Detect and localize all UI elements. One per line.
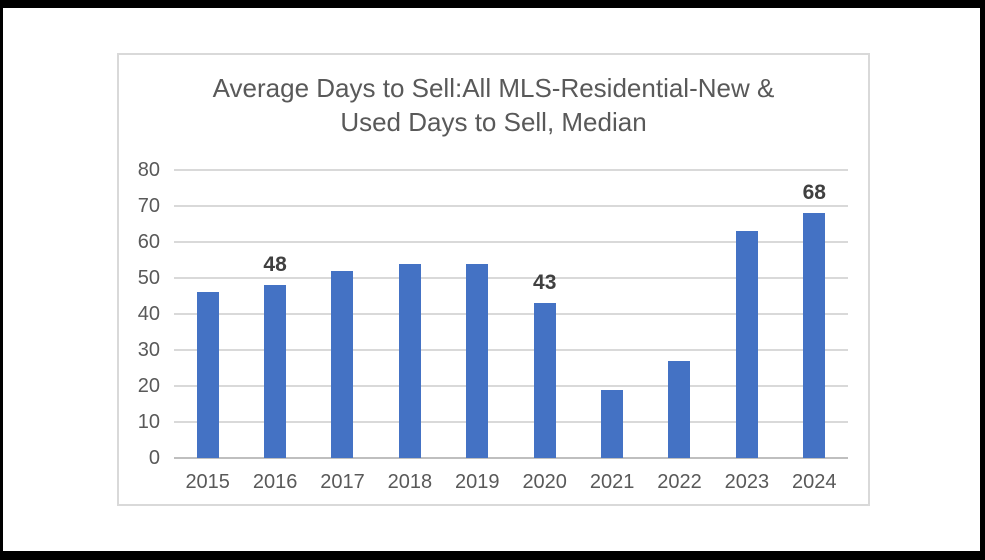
bar-slot-2023: 2023 xyxy=(713,170,780,493)
plot-area: 0 10 20 30 40 50 60 70 80 2015 48 2016 2017 2018 2019 4… xyxy=(138,159,848,493)
gridline xyxy=(174,421,848,423)
frame-border-right xyxy=(980,0,985,560)
x-tick-label-2022: 2022 xyxy=(657,471,702,493)
x-tick-label-2020: 2020 xyxy=(522,471,567,493)
bar-2022 xyxy=(668,360,691,458)
bar-slot-2019: 2019 xyxy=(444,170,511,493)
gridline xyxy=(174,205,848,207)
bar-slot-2021: 2021 xyxy=(578,170,645,493)
chart-title-line2: Used Days to Sell, Median xyxy=(340,107,647,137)
x-tick-label-2023: 2023 xyxy=(724,471,770,493)
bar-2021 xyxy=(601,389,624,458)
bar-slot-2017: 2017 xyxy=(309,170,376,493)
x-tick-label-2017: 2017 xyxy=(320,471,365,493)
bar-2023 xyxy=(735,231,758,458)
bar-2017 xyxy=(331,270,354,458)
chart-title-line1: Average Days to Sell:All MLS-Residential… xyxy=(212,73,775,103)
bar-slot-2016: 48 2016 xyxy=(241,170,308,493)
chart-title: Average Days to Sell:All MLS-Residential… xyxy=(119,71,868,139)
x-axis-line xyxy=(174,457,848,459)
gridline xyxy=(174,313,848,315)
y-tick-label: 30 xyxy=(137,339,160,361)
gridline xyxy=(174,277,848,279)
frame-border-bottom xyxy=(0,551,985,560)
bar-2015 xyxy=(196,292,219,458)
frame-border-top xyxy=(0,0,985,8)
gridline xyxy=(174,169,848,171)
gridline xyxy=(174,349,848,351)
bar-value-label-2016: 48 xyxy=(263,253,287,277)
x-tick-label-2024: 2024 xyxy=(792,471,837,493)
frame-border-left xyxy=(0,0,3,560)
y-tick-label: 50 xyxy=(137,267,160,289)
gridline xyxy=(174,241,848,243)
y-tick-label: 70 xyxy=(137,195,160,217)
bar-value-label-2024: 68 xyxy=(802,181,826,205)
gridline xyxy=(174,385,848,387)
y-tick-label: 10 xyxy=(137,411,160,433)
bar-slot-2024: 68 2024 xyxy=(781,170,848,493)
bar-2020 xyxy=(533,303,556,458)
bar-slot-2015: 2015 xyxy=(174,170,241,493)
bar-slot-2018: 2018 xyxy=(376,170,443,493)
x-tick-label-2016: 2016 xyxy=(252,471,298,493)
x-tick-label-2019: 2019 xyxy=(455,471,500,493)
bar-2019 xyxy=(466,263,489,458)
y-tick-label: 40 xyxy=(137,303,160,325)
bar-slot-2020: 43 2020 xyxy=(511,170,578,493)
x-tick-label-2015: 2015 xyxy=(185,471,230,493)
bar-value-label-2020: 43 xyxy=(533,271,557,295)
y-tick-label: 60 xyxy=(137,231,160,253)
chart: Average Days to Sell:All MLS-Residential… xyxy=(117,53,870,506)
x-tick-label-2018: 2018 xyxy=(387,471,433,493)
bar-slot-2022: 2022 xyxy=(646,170,713,493)
bar-2016 xyxy=(264,285,287,458)
x-tick-label-2021: 2021 xyxy=(589,471,635,493)
y-tick-label: 80 xyxy=(137,159,160,181)
bar-2024 xyxy=(803,213,826,458)
bar-2018 xyxy=(398,263,421,458)
y-tick-label: 0 xyxy=(148,447,160,469)
y-tick-label: 20 xyxy=(137,375,160,397)
